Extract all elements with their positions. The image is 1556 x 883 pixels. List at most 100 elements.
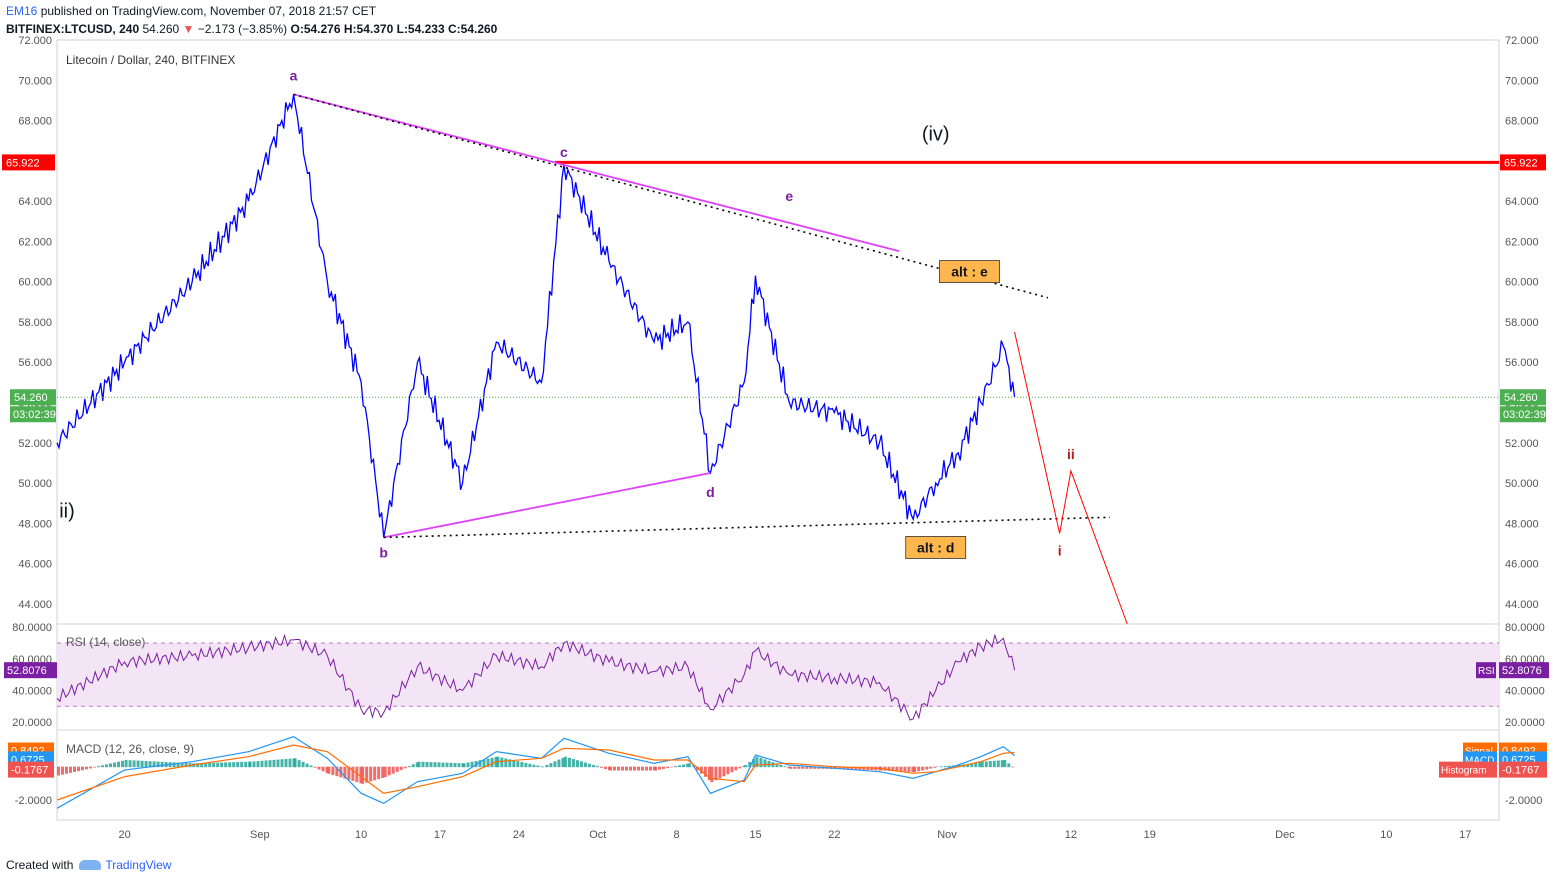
macd-histogram-bar <box>988 761 992 768</box>
macd-histogram-bar <box>383 766 387 778</box>
macd-histogram-bar <box>272 759 276 768</box>
macd-histogram-bar <box>805 766 809 769</box>
macd-histogram-bar <box>579 761 583 768</box>
wave-label: ii) <box>59 500 75 522</box>
rsi-line <box>56 633 1016 721</box>
macd-histogram-bar <box>734 766 738 771</box>
macd-histogram-bar <box>553 761 557 768</box>
rsi-tick-right: 40.0000 <box>1505 685 1545 697</box>
x-tick-label: Sep <box>250 829 270 841</box>
macd-histogram-bar <box>132 760 136 768</box>
macd-histogram-bar <box>196 763 200 768</box>
macd-histogram-bar <box>482 759 486 768</box>
signal-line <box>56 744 1015 801</box>
macd-histogram-bar <box>966 763 970 768</box>
last-price-tag-left-countdown-text: 03:02:39 <box>13 409 56 421</box>
last-price-tag-left-text: 54.260 <box>14 392 48 404</box>
macd-histogram-bar <box>415 762 419 768</box>
y-tick-label-left: 62.000 <box>18 236 52 248</box>
rsi-tick-right: 80.0000 <box>1505 622 1545 634</box>
y-tick-label-right: 60.000 <box>1505 277 1539 289</box>
macd-histogram-bar <box>365 766 369 783</box>
rsi-value-tag-right <box>1499 662 1549 679</box>
price-change: −2.173 (−3.85%) <box>197 22 288 36</box>
author-name[interactable]: EM16 <box>6 4 38 18</box>
macd-histogram-bar <box>687 763 691 768</box>
macd-histogram-bar <box>595 766 599 768</box>
macd-histogram-bar <box>587 763 591 768</box>
x-tick-label: 15 <box>749 829 761 841</box>
y-tick-label-right: 68.000 <box>1505 116 1539 128</box>
macd-histogram-bar <box>445 762 449 768</box>
macd-histogram-bar <box>240 761 244 768</box>
macd-histogram-bar <box>441 762 445 768</box>
macd-macd-name-tag-right-text: MACD <box>1465 755 1494 766</box>
macd-histogram-bar <box>288 758 292 768</box>
y-tick-label-left: 68.000 <box>18 116 52 128</box>
macd-histogram-bar <box>89 766 92 769</box>
macd-histogram-bar <box>929 766 933 769</box>
macd-histogram-bar <box>466 762 470 768</box>
wave-label: a <box>290 67 298 83</box>
macd-histogram-bar <box>726 766 730 775</box>
macd-histogram-bar <box>73 766 76 772</box>
macd-histogram-bar <box>591 764 595 768</box>
macd-histogram-bar <box>649 766 653 771</box>
y-tick-label-left: 72.000 <box>18 35 52 47</box>
macd-histogram-tag-right <box>1499 761 1547 778</box>
macd-histogram-bar <box>457 763 461 768</box>
macd-histogram-bar <box>742 765 746 768</box>
macd-histogram-bar <box>244 761 248 768</box>
projection-line <box>1014 331 1128 625</box>
macd-histogram-bar <box>913 766 917 773</box>
created-with-text: Created with <box>6 858 74 872</box>
macd-histogram-bar <box>699 766 703 774</box>
macd-histogram-bar <box>347 766 351 780</box>
macd-histogram-bar <box>403 766 407 769</box>
macd-histogram-bar <box>504 758 508 768</box>
macd-histogram-bar <box>722 766 726 777</box>
wave-line-b-d <box>383 472 711 539</box>
macd-histogram-bar <box>695 766 699 771</box>
x-tick-label: 10 <box>1380 829 1392 841</box>
macd-histogram-bar <box>355 766 359 783</box>
wave-label: ii <box>1067 446 1075 462</box>
macd-histogram-bar <box>621 766 625 771</box>
macd-histogram-bar <box>407 766 411 768</box>
last-price-tag-right-countdown-text: 03:02:39 <box>1503 409 1546 421</box>
macd-histogram-bar <box>670 766 674 768</box>
macd-histogram-bar <box>666 766 670 769</box>
macd-histogram-bar <box>779 764 783 768</box>
macd-histogram-bar <box>662 766 666 769</box>
y-tick-label-left: 60.000 <box>18 277 52 289</box>
macd-histogram-bar <box>850 766 854 770</box>
macd-histogram-bar <box>268 760 272 768</box>
macd-tick-left: -2.0000 <box>15 795 52 807</box>
price-line <box>56 94 1016 538</box>
ohlc-high: H:54.370 <box>343 22 394 36</box>
ohlc-open: O:54.276 <box>290 22 341 36</box>
macd-histogram-bar <box>200 763 204 768</box>
macd-histogram-bar <box>500 757 504 768</box>
last-price: 54.260 <box>142 22 180 36</box>
rsi-name-tag-right <box>1476 662 1496 679</box>
macd-histogram-bar <box>453 762 457 768</box>
macd-histogram-bar <box>204 762 208 768</box>
publish-line: EM16 published on TradingView.com, Novem… <box>6 4 376 18</box>
rsi-title: RSI (14, close) <box>66 635 145 649</box>
y-tick-label-right: 44.000 <box>1505 599 1539 611</box>
last-price-tag-right-countdown <box>1500 406 1546 423</box>
y-tick-label-left: 44.000 <box>18 599 52 611</box>
macd-histogram-bar <box>216 762 220 768</box>
last-price-tag-right-text: 54.260 <box>1504 392 1538 404</box>
y-tick-label-left: 70.000 <box>18 75 52 87</box>
macd-histogram-bar <box>305 763 309 768</box>
y-tick-label-right: 48.000 <box>1505 518 1539 530</box>
macd-histogram-bar <box>703 766 707 777</box>
tradingview-link[interactable]: TradingView <box>79 858 171 872</box>
macd-histogram-bar <box>903 766 907 772</box>
macd-histogram-tag-right-text: -0.1767 <box>1502 765 1539 777</box>
last-price-tag-left-countdown <box>10 406 56 423</box>
macd-tick-right: -2.0000 <box>1505 795 1542 807</box>
